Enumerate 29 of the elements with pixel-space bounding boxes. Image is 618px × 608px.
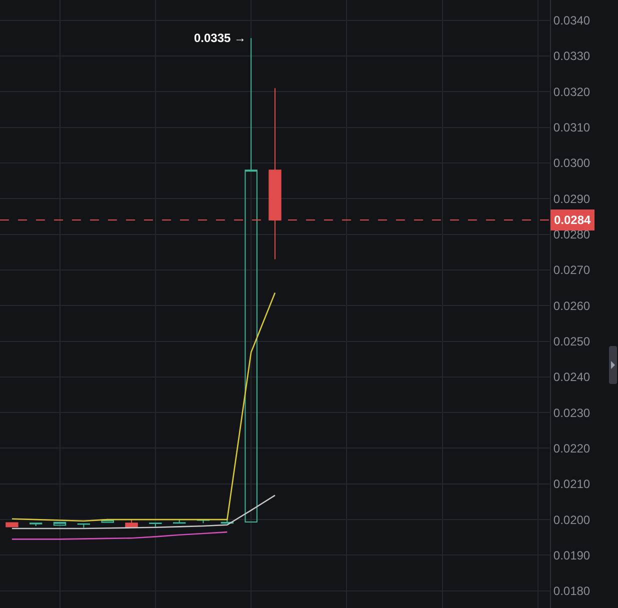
y-tick-label: 0.0320	[553, 84, 590, 99]
y-tick-label: 0.0300	[553, 156, 590, 170]
line-series	[11, 292, 276, 522]
y-tick-label: 0.0280	[553, 227, 590, 242]
line-series	[11, 531, 228, 540]
candlestick	[30, 522, 42, 526]
candlestick	[172, 519, 186, 524]
y-tick-label: 0.0220	[553, 441, 590, 456]
candlestick	[101, 519, 114, 523]
line-series	[11, 494, 276, 530]
candlestick	[149, 522, 162, 528]
y-tick-label: 0.0330	[553, 49, 590, 64]
y-tick-label: 0.0260	[553, 298, 590, 313]
candlestick	[220, 519, 234, 524]
y-tick-label: 0.0180	[553, 584, 590, 598]
candlestick	[77, 523, 90, 528]
annotation: 0.0335 →	[194, 31, 246, 45]
y-tick-label: 0.0270	[553, 263, 590, 278]
y-tick-label: 0.0210	[553, 477, 590, 492]
y-tick-label: 0.0190	[553, 548, 590, 562]
candlestick	[53, 522, 66, 526]
ref-line-label: 0.0284	[554, 213, 592, 227]
y-tick-label: 0.0200	[553, 512, 590, 527]
y-tick-label: 0.0340	[553, 14, 590, 28]
y-tick-label: 0.0250	[553, 334, 590, 348]
y-tick-label: 0.0240	[553, 370, 590, 384]
y-tick-label: 0.0230	[553, 406, 590, 420]
y-tick-label: 0.0310	[553, 120, 590, 135]
y-tick-label: 0.0290	[553, 192, 590, 206]
